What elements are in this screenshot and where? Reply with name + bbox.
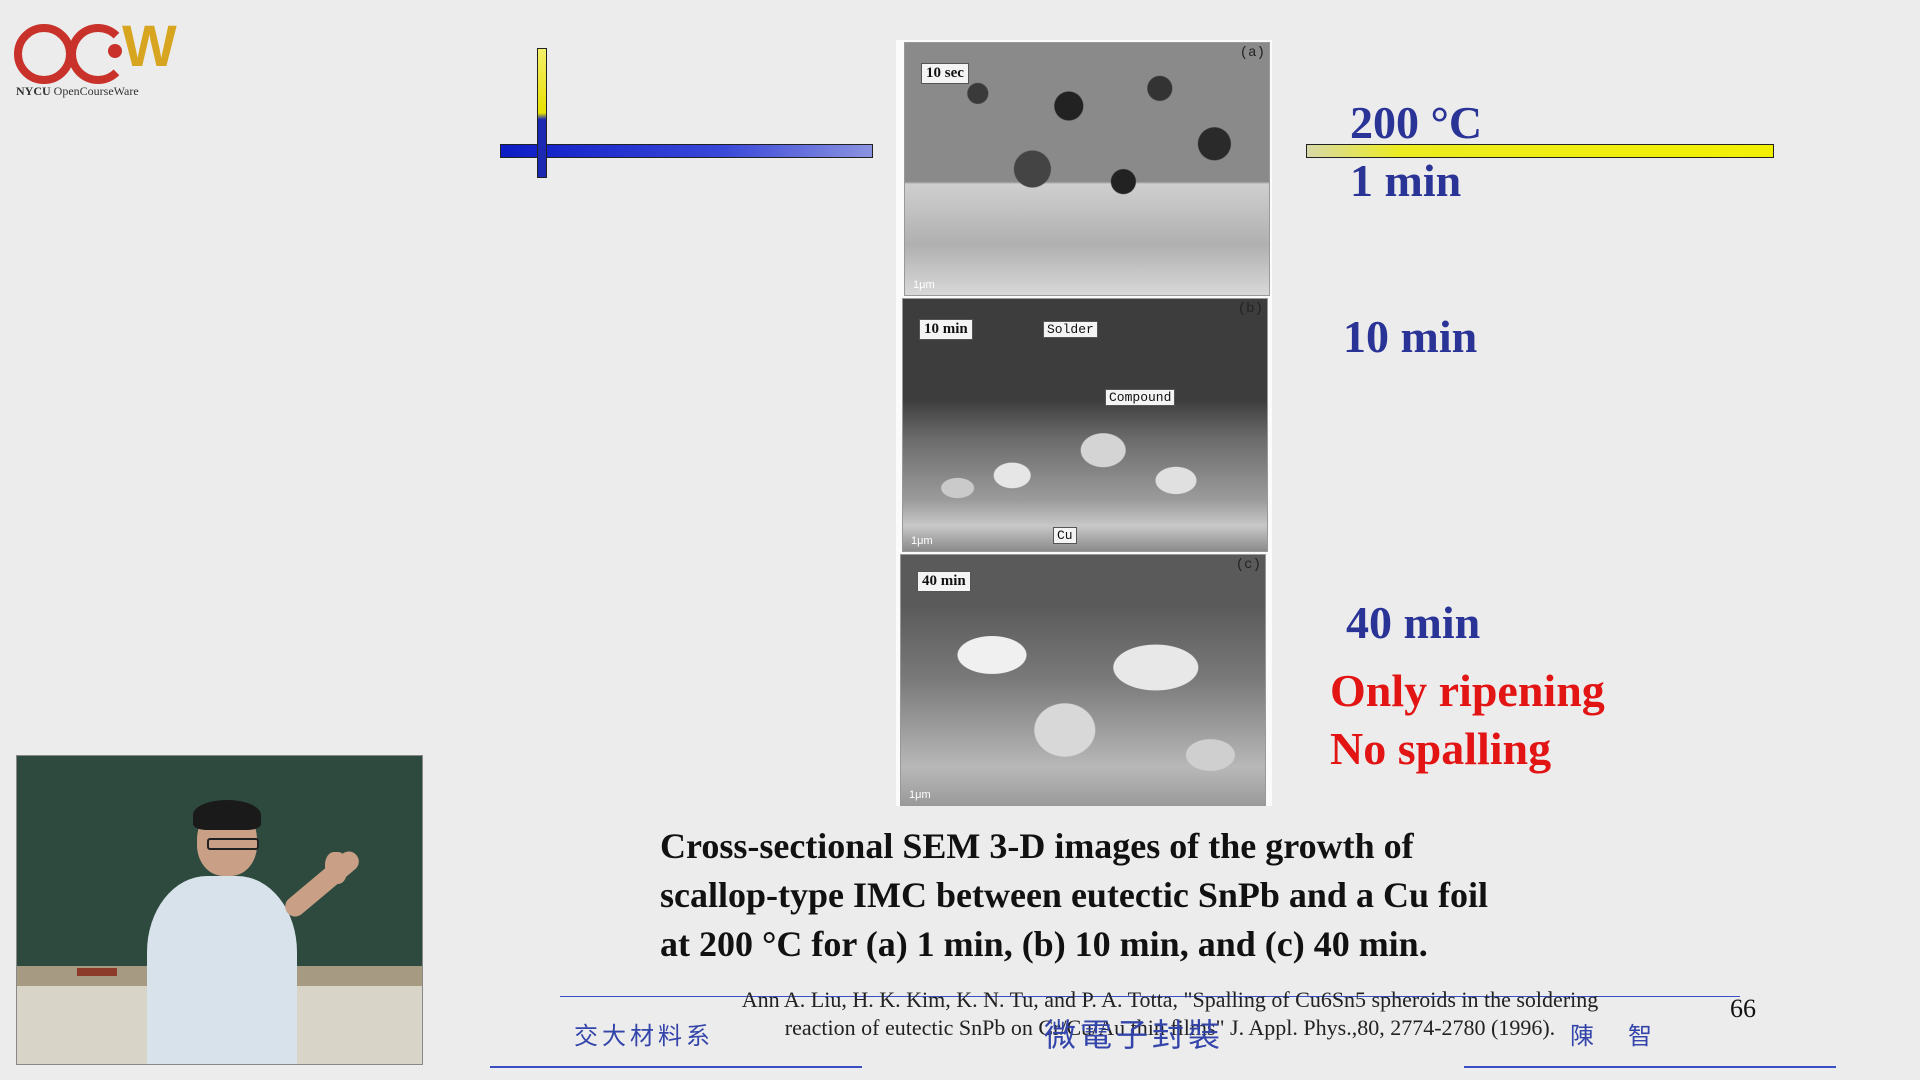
caption-line: at 200 °C for (a) 1 min, (b) 10 min, and… <box>660 924 1428 964</box>
citation-reference: Ann A. Liu, H. K. Kim, K. N. Tu, and P. … <box>690 986 1650 1042</box>
sem-panel-a: 10 sec (a) 1μm <box>904 42 1270 296</box>
caption-line: scallop-type IMC between eutectic SnPb a… <box>660 875 1488 915</box>
scale-bar-label: 1μm <box>913 279 935 291</box>
note-only-ripening: Only ripening <box>1330 665 1605 716</box>
panel-time-tag: 10 sec <box>921 63 969 84</box>
logo-ring-icon <box>68 24 128 84</box>
decorative-vertical-bar <box>537 48 547 178</box>
lecturer-video-inset <box>16 755 423 1065</box>
logo-dot-icon <box>108 44 122 58</box>
logo-subtitle-bold: NYCU <box>16 84 51 98</box>
footer-underline-left <box>490 1066 862 1068</box>
cu-label: Cu <box>1053 527 1077 544</box>
lecturer-glasses <box>207 838 259 850</box>
logo-ring-icon <box>14 24 74 84</box>
citation-line: Ann A. Liu, H. K. Kim, K. N. Tu, and P. … <box>741 987 1599 1012</box>
sem-panel-c: 40 min (c) 1μm <box>900 554 1266 806</box>
decorative-blue-bar <box>500 144 873 158</box>
figure-caption: Cross-sectional SEM 3-D images of the gr… <box>660 822 1610 969</box>
temperature-label: 200 °C <box>1350 97 1483 148</box>
panel-corner-label: (c) <box>1235 557 1261 573</box>
note-no-spalling: No spalling <box>1330 723 1552 774</box>
footer-divider <box>560 996 1740 997</box>
ocw-logo: W NYCU OpenCourseWare <box>14 14 177 104</box>
logo-w-letter: W <box>122 14 177 79</box>
sem-panel-b: 10 min (b) Solder Compound Cu 1μm <box>902 298 1268 552</box>
footer-department: 交大材料系 <box>574 1024 714 1050</box>
lecturer-hand <box>325 852 347 884</box>
logo-subtitle: NYCU OpenCourseWare <box>16 84 139 99</box>
solder-label: Solder <box>1043 321 1098 338</box>
compound-label: Compound <box>1105 389 1176 406</box>
panel-corner-label: (b) <box>1237 301 1263 317</box>
page-number: 66 <box>1730 994 1756 1023</box>
footer-author: 陳 智 <box>1570 1024 1666 1050</box>
time-label-40min: 40 min <box>1346 597 1481 648</box>
decorative-yellow-bar <box>1306 144 1774 158</box>
citation-line: reaction of eutectic SnPb on Cr/Cu/Au th… <box>784 1015 1556 1040</box>
panel-corner-label: (a) <box>1239 45 1265 61</box>
time-label-1min: 1 min <box>1350 155 1462 206</box>
scale-bar-label: 1μm <box>909 789 931 801</box>
footer-course-title: 微電子封裝 <box>1044 1017 1225 1053</box>
footer-underline-right <box>1464 1066 1836 1068</box>
lecturer-body <box>147 876 297 1064</box>
caption-line: Cross-sectional SEM 3-D images of the gr… <box>660 826 1414 866</box>
panel-time-tag: 40 min <box>917 571 971 592</box>
time-label-10min: 10 min <box>1343 311 1478 362</box>
logo-subtitle-text: OpenCourseWare <box>53 84 139 98</box>
lecturer-hair <box>193 800 261 830</box>
panel-time-tag: 10 min <box>919 319 973 340</box>
scale-bar-label: 1μm <box>911 535 933 547</box>
eraser <box>77 968 117 976</box>
sem-figure: 10 sec (a) 1μm 10 min (b) Solder Compoun… <box>896 40 1272 806</box>
